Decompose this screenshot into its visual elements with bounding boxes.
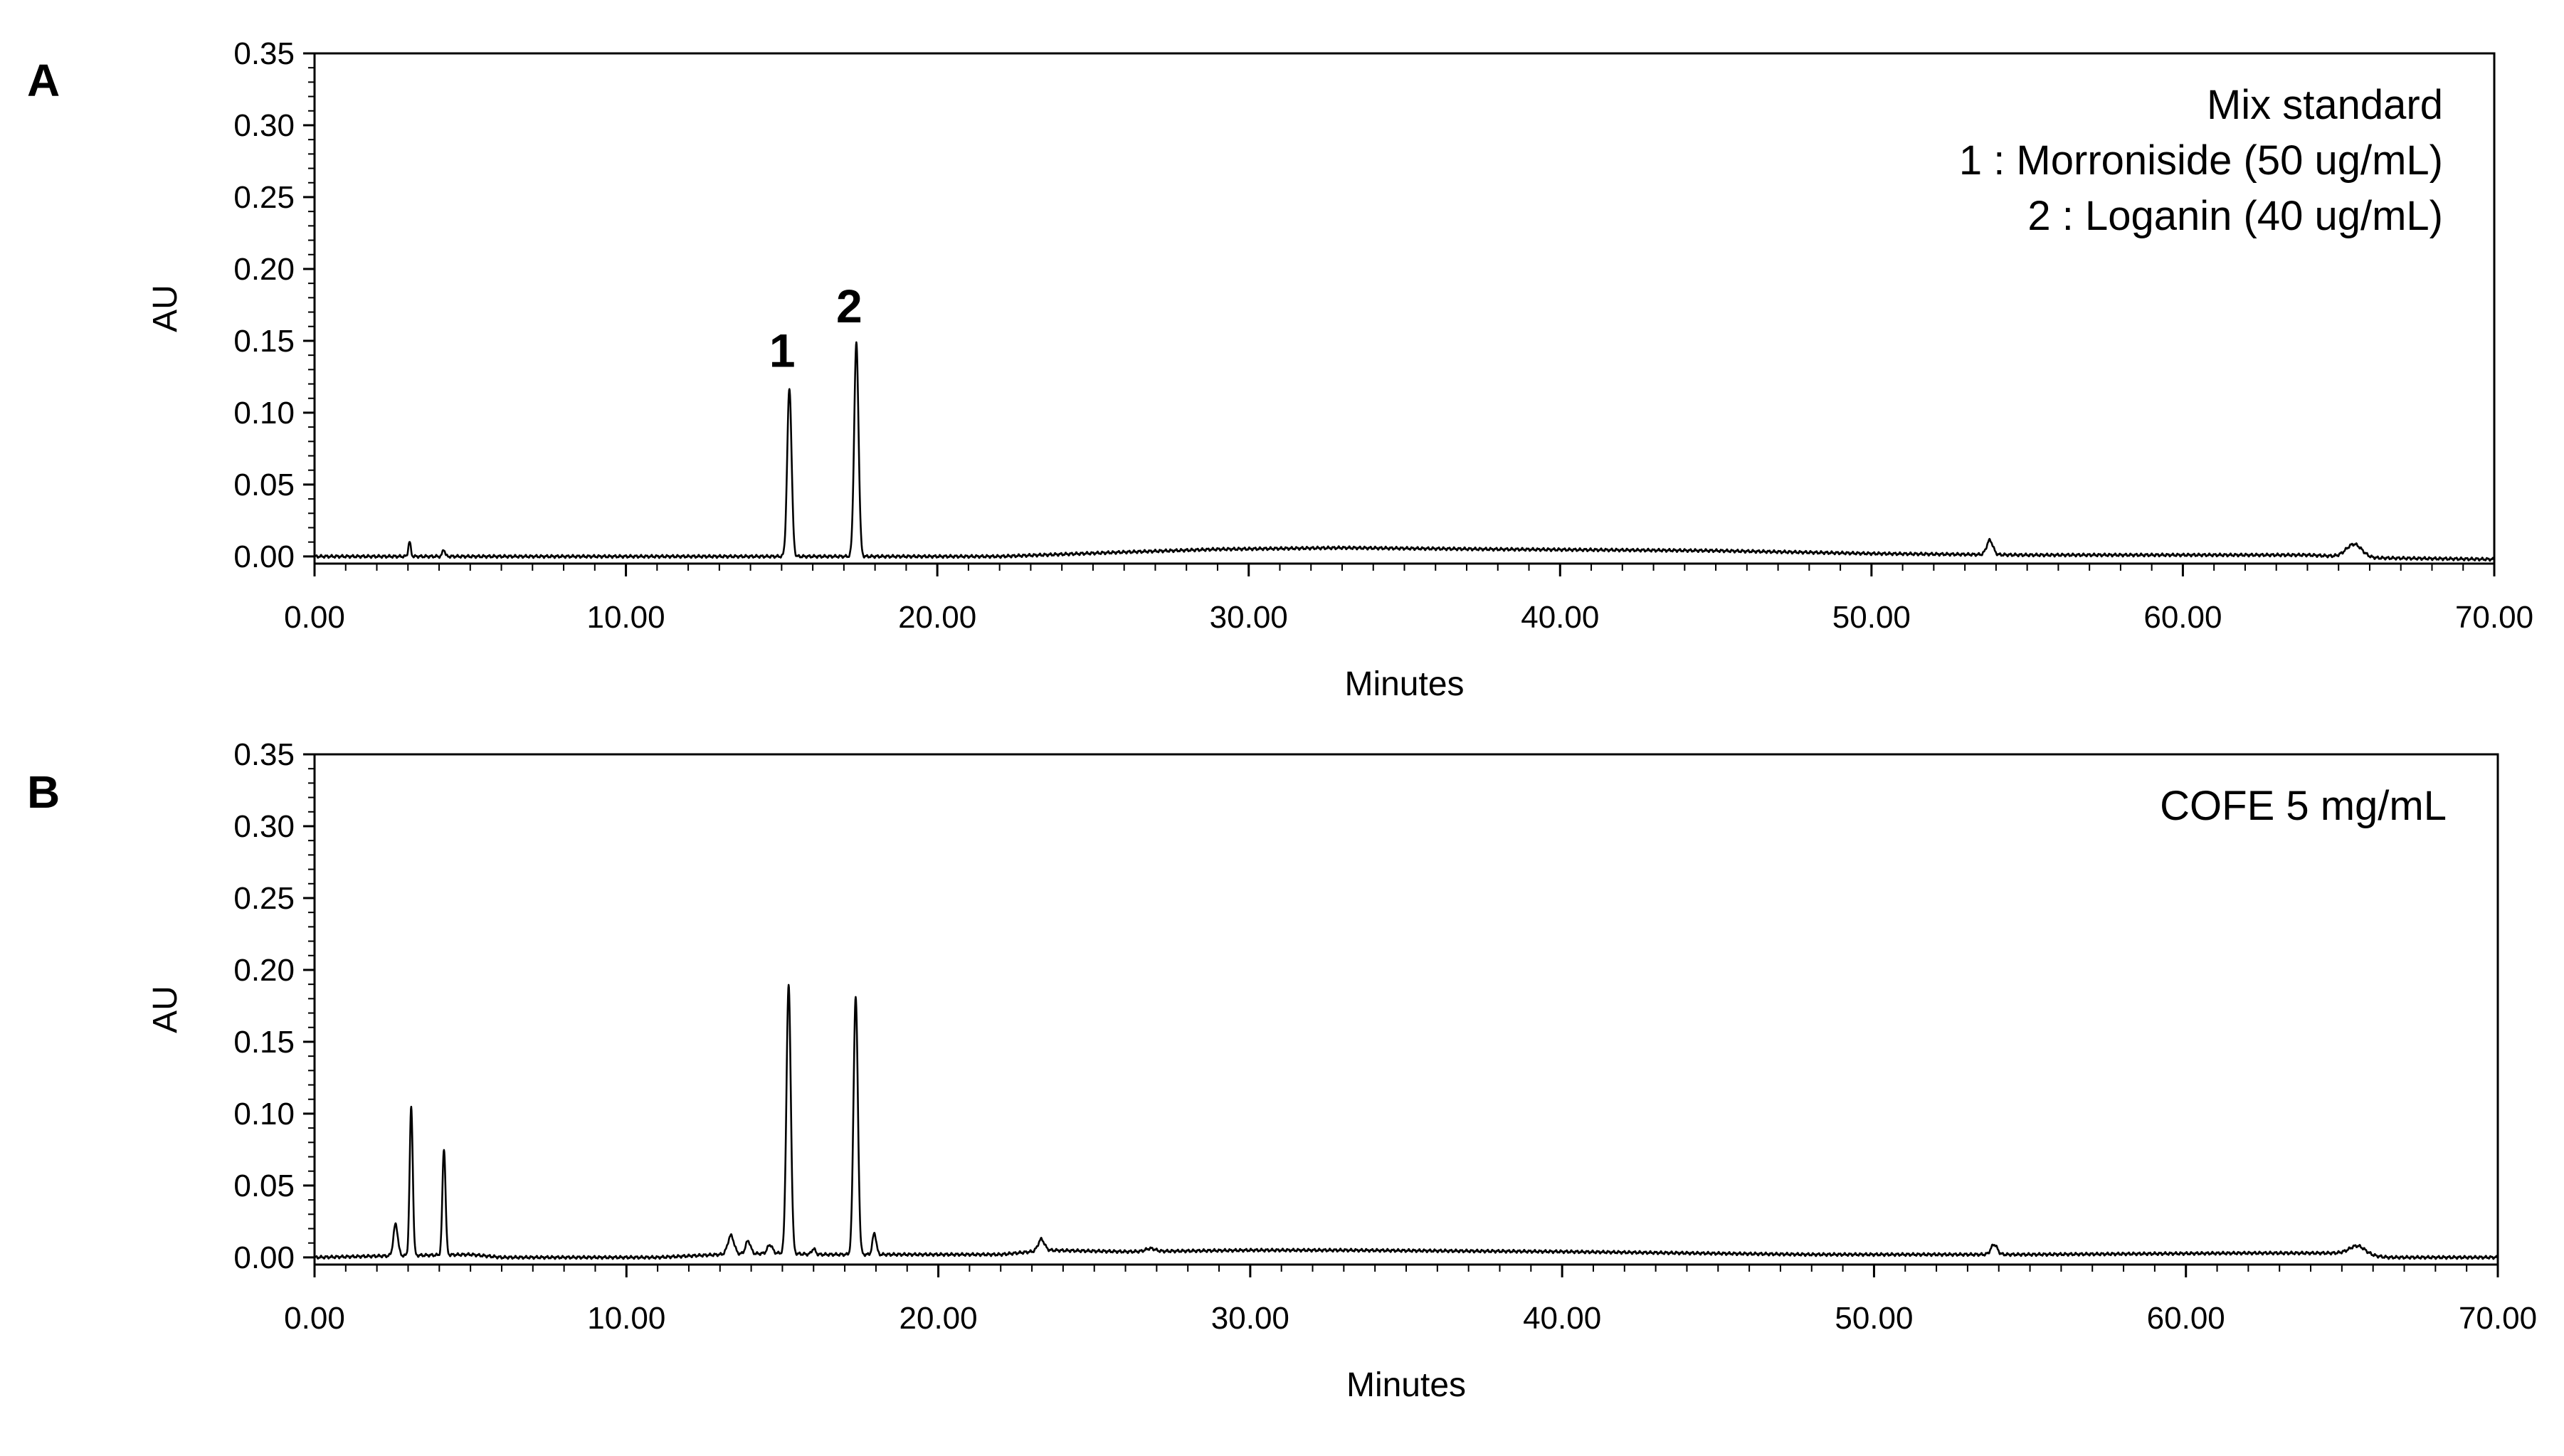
y-tick-label: 0.25 xyxy=(233,881,295,916)
x-tick-label: 20.00 xyxy=(898,600,976,635)
plot-frame xyxy=(313,753,2499,1266)
y-tick-label: 0.30 xyxy=(233,108,295,143)
legend-line: COFE 5 mg/mL xyxy=(2160,783,2447,829)
y-tick-label: 0.15 xyxy=(233,324,295,359)
y-tick-label: 0.20 xyxy=(233,953,295,988)
legend-line: 1 : Morroniside (50 ug/mL) xyxy=(1959,137,2443,184)
x-tick-label: 70.00 xyxy=(2455,600,2533,635)
y-tick-label: 0.25 xyxy=(233,180,295,215)
x-tick-label: 20.00 xyxy=(899,1301,978,1336)
x-tick-label: 40.00 xyxy=(1523,1301,1601,1336)
x-tick-label: 50.00 xyxy=(1832,600,1911,635)
x-tick-label: 0.00 xyxy=(284,1301,345,1336)
plot-frame xyxy=(313,52,2496,565)
y-tick-label: 0.30 xyxy=(233,809,295,844)
panel-b: B 0.00 0.05 0.10 0.15 0.20 0.25 0.30 0.35 0.00 10.… xyxy=(27,737,2537,1404)
x-tick-label: 70.00 xyxy=(2459,1301,2537,1336)
y-axis-title: AU xyxy=(147,986,184,1033)
y-tick-label: 0.35 xyxy=(233,737,295,772)
peak-label: 2 xyxy=(836,280,862,332)
x-tick-label: 60.00 xyxy=(2143,600,2222,635)
y-tick-label: 0.05 xyxy=(233,1169,295,1203)
y-tick-label: 0.00 xyxy=(233,539,295,574)
peak-label: 1 xyxy=(769,325,796,377)
x-tick-label: 60.00 xyxy=(2147,1301,2225,1336)
legend-line: Mix standard xyxy=(2207,82,2443,128)
x-tick-label: 40.00 xyxy=(1521,600,1599,635)
x-tick-label: 50.00 xyxy=(1835,1301,1913,1336)
x-tick-label: 0.00 xyxy=(284,600,345,635)
panel-letter: A xyxy=(27,55,60,106)
y-tick-label: 0.10 xyxy=(233,396,295,431)
chromatogram-trace xyxy=(314,983,2499,1260)
x-axis-title: Minutes xyxy=(1346,1366,1466,1404)
y-tick-label: 0.00 xyxy=(233,1240,295,1275)
x-tick-label: 30.00 xyxy=(1210,600,1288,635)
y-axis-title: AU xyxy=(147,285,184,332)
panel-a: A 0.00 0.05 0.10 0.15 0.20 0.25 0.30 0.35 0.00 10.… xyxy=(27,36,2533,703)
chromatogram-trace xyxy=(314,341,2495,562)
legend-line: 2 : Loganin (40 ug/mL) xyxy=(2027,193,2443,239)
y-tick-label: 0.10 xyxy=(233,1097,295,1131)
y-tick-label: 0.15 xyxy=(233,1025,295,1060)
y-tick-label: 0.05 xyxy=(233,468,295,502)
y-tick-label: 0.20 xyxy=(233,252,295,287)
x-tick-label: 30.00 xyxy=(1211,1301,1289,1336)
x-axis-title: Minutes xyxy=(1344,665,1464,703)
x-tick-label: 10.00 xyxy=(587,1301,665,1336)
y-tick-label: 0.35 xyxy=(233,36,295,71)
x-tick-label: 10.00 xyxy=(587,600,665,635)
panel-letter: B xyxy=(27,766,60,818)
